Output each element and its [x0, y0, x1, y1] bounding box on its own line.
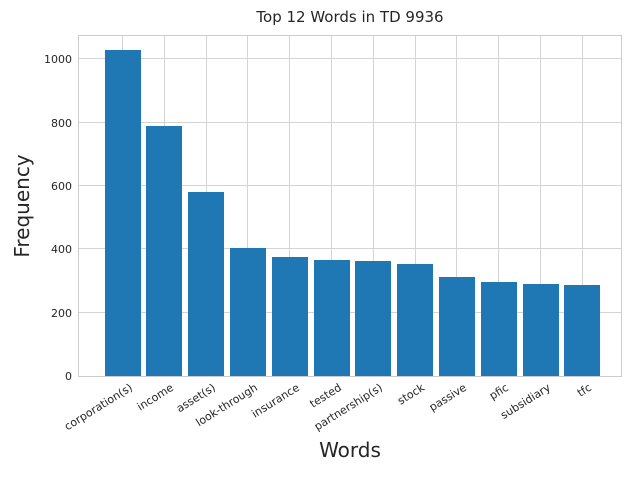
bar-subsidiary: [522, 283, 559, 376]
plot-area: [78, 35, 622, 377]
bar-tested: [313, 260, 350, 376]
x-axis-label: Words: [319, 438, 381, 462]
bar-look-through: [229, 248, 266, 376]
bar-pfic: [480, 281, 517, 376]
y-tick-label: 200: [51, 306, 72, 320]
bar-tfc: [564, 285, 601, 376]
x-gridline: [331, 36, 332, 376]
y-tick-label: 0: [65, 370, 72, 383]
x-gridline: [540, 36, 541, 376]
y-tick-label: 1000: [44, 53, 72, 67]
x-gridline: [456, 36, 458, 376]
y-tick-label: 400: [51, 243, 72, 257]
y-axis-label: Frequency: [10, 154, 34, 258]
x-gridline: [289, 36, 291, 376]
x-gridline: [581, 36, 583, 376]
bar-corporation(s): [104, 50, 141, 376]
bar-insurance: [271, 256, 308, 376]
y-gridline: [79, 185, 621, 186]
bar-stock: [397, 263, 434, 376]
y-gridline: [79, 311, 621, 313]
chart-title: Top 12 Words in TD 9936: [256, 8, 444, 26]
bar-passive: [438, 276, 475, 376]
bar-income: [146, 126, 183, 376]
x-gridline: [498, 36, 500, 376]
x-gridline: [414, 36, 416, 376]
bar-asset(s): [188, 192, 225, 376]
x-gridline: [247, 36, 249, 376]
y-gridline: [79, 248, 621, 250]
bar-partnership(s): [355, 261, 392, 376]
x-gridline: [372, 36, 374, 376]
y-gridline: [79, 121, 621, 123]
y-tick-label: 600: [51, 180, 72, 193]
y-tick-label: 800: [51, 116, 72, 130]
y-gridline: [79, 58, 621, 60]
